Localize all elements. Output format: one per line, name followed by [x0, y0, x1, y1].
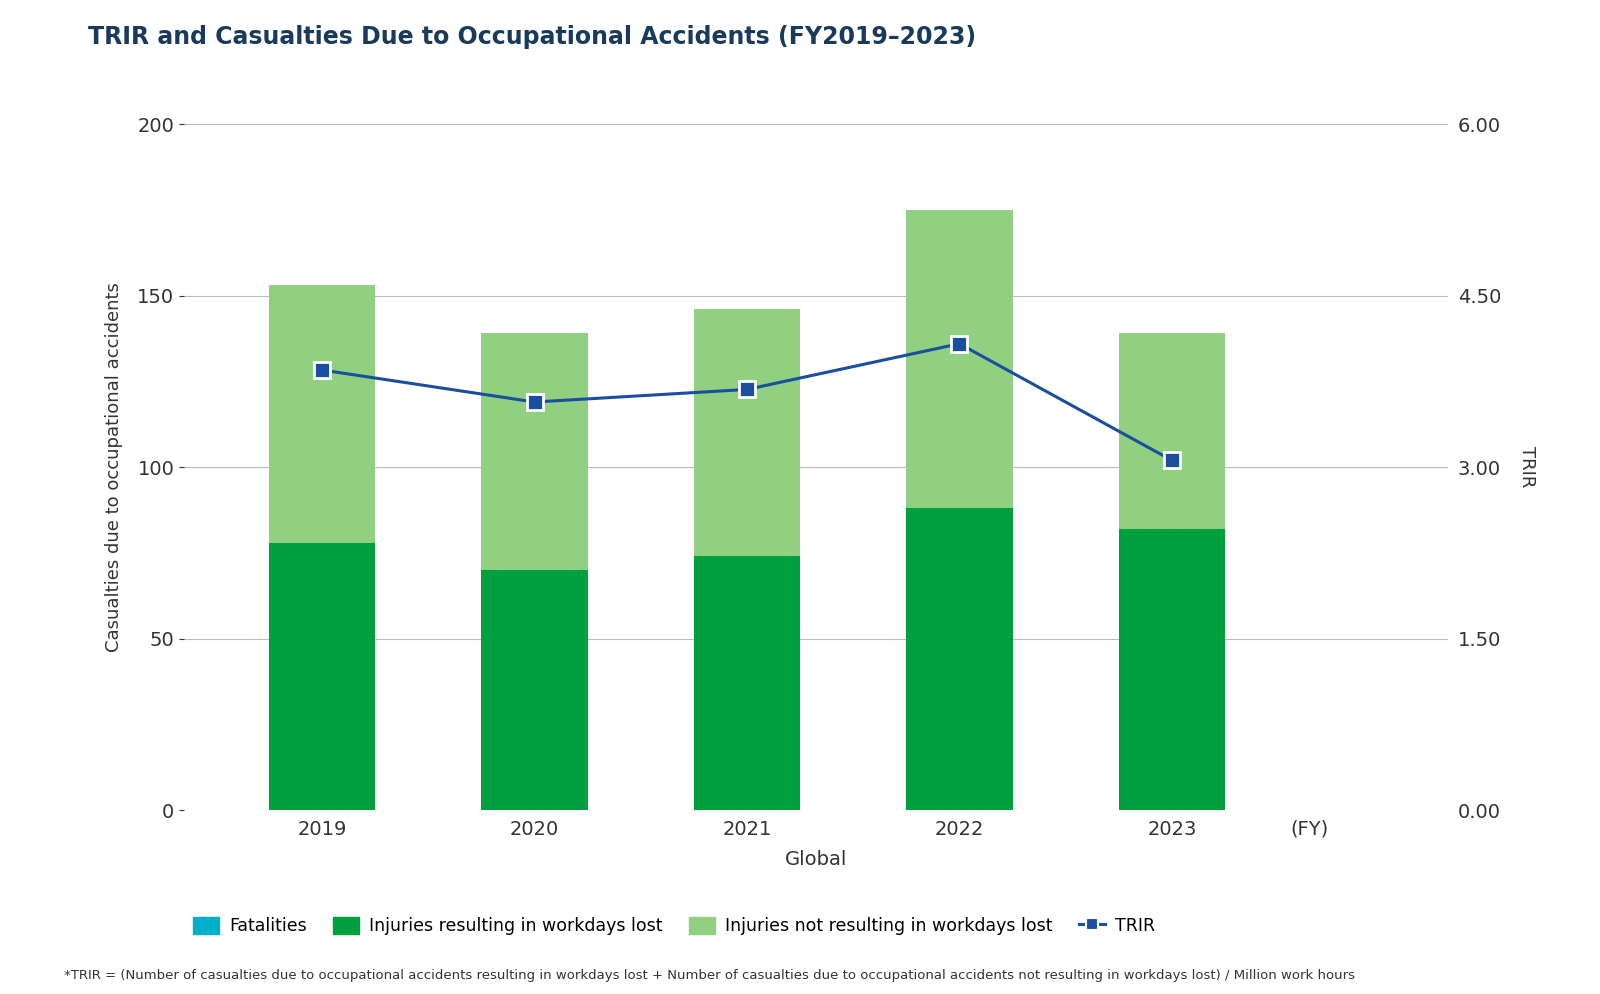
Bar	[694, 309, 800, 557]
Bar	[906, 508, 1013, 810]
Bar	[269, 543, 374, 810]
Bar	[694, 557, 800, 810]
Y-axis label: TRIR: TRIR	[1518, 446, 1536, 488]
Bar	[269, 285, 374, 543]
Text: TRIR and Casualties Due to Occupational Accidents (FY2019–2023): TRIR and Casualties Due to Occupational …	[88, 25, 976, 49]
Y-axis label: Casualties due to occupational accidents: Casualties due to occupational accidents	[106, 282, 123, 652]
Legend: Fatalities, Injuries resulting in workdays lost, Injuries not resulting in workd: Fatalities, Injuries resulting in workda…	[192, 916, 1155, 935]
Bar	[482, 570, 587, 810]
Bar	[906, 210, 1013, 508]
Bar	[1118, 529, 1226, 810]
X-axis label: Global: Global	[786, 850, 846, 869]
Bar	[1118, 333, 1226, 529]
Bar	[482, 333, 587, 570]
Text: *TRIR = (Number of casualties due to occupational accidents resulting in workday: *TRIR = (Number of casualties due to occ…	[64, 969, 1355, 982]
